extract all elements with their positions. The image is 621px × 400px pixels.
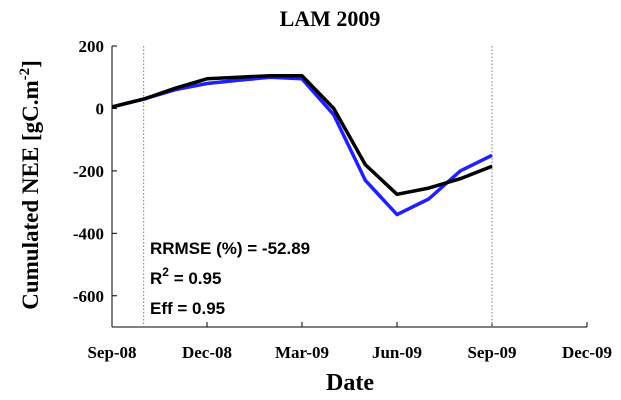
y-axis-label: Cumulated NEE [gC.m-2] xyxy=(17,60,43,310)
series-line xyxy=(111,73,493,197)
annotation-sup: 2 xyxy=(162,265,169,279)
x-tick-label: Mar-09 xyxy=(275,343,329,362)
series-line xyxy=(111,75,493,217)
x-tick-label: Jun-09 xyxy=(372,343,422,362)
x-tick-label: Sep-08 xyxy=(87,343,136,362)
annotation: R2 = 0.95 xyxy=(150,265,221,288)
annotation-text: RRMSE (%) = -52.89 xyxy=(150,239,310,258)
y-axis-label-text: Cumulated NEE [gC.m xyxy=(18,80,43,309)
annotation: Eff = 0.95 xyxy=(150,299,225,318)
y-axis-label-sup: -2 xyxy=(17,68,33,81)
y-tick-label: 200 xyxy=(79,37,105,56)
y-tick-label: -200 xyxy=(73,162,104,181)
x-tick-label: Sep-09 xyxy=(467,343,516,362)
y-tick-label: 0 xyxy=(96,99,105,118)
y-tick-label: -400 xyxy=(73,224,104,243)
annotation: RRMSE (%) = -52.89 xyxy=(150,239,310,258)
chart-title: LAM 2009 xyxy=(280,6,381,31)
x-tick-label: Dec-09 xyxy=(562,343,612,362)
y-axis-label-tail: ] xyxy=(18,60,43,68)
annotation-tail: = 0.95 xyxy=(169,269,221,288)
annotation-text: Eff = 0.95 xyxy=(150,299,225,318)
x-axis-label: Date xyxy=(326,370,374,396)
x-tick-label: Dec-08 xyxy=(182,343,232,362)
y-tick-label: -600 xyxy=(73,287,104,306)
annotation-text: R xyxy=(150,269,162,288)
